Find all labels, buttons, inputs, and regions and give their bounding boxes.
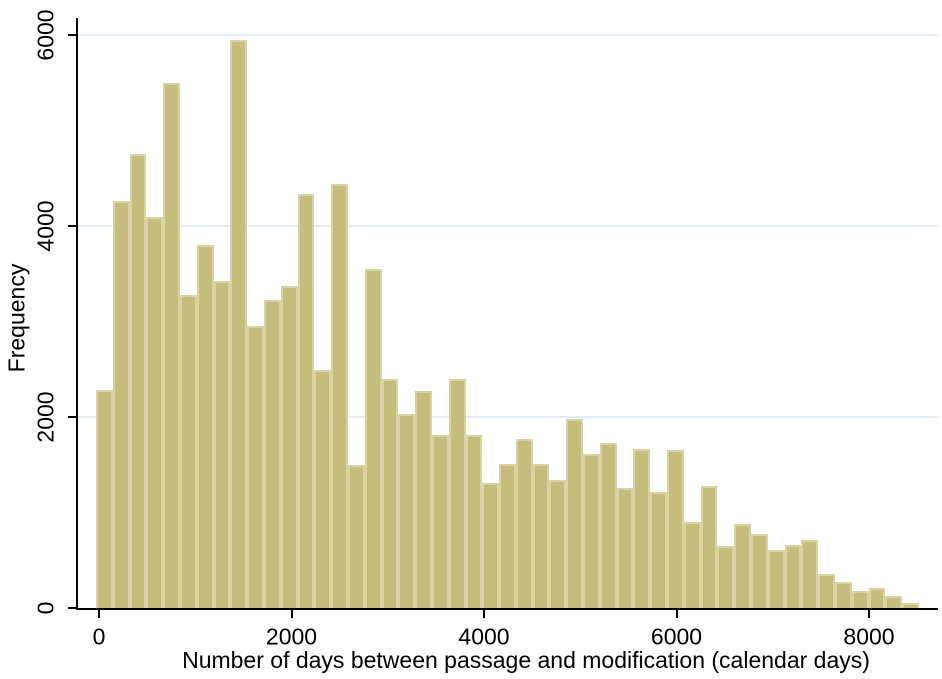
histogram-bar xyxy=(549,480,567,608)
histogram-bar xyxy=(179,294,197,608)
histogram-bar xyxy=(112,201,130,608)
y-axis-title: Frequency xyxy=(3,263,30,373)
histogram-bar xyxy=(146,217,164,608)
x-tick-label: 0 xyxy=(92,623,106,650)
x-tick xyxy=(868,610,870,618)
histogram-bar xyxy=(482,482,500,608)
y-tick xyxy=(68,416,76,418)
histogram-bar xyxy=(801,539,819,608)
y-axis-line xyxy=(76,18,78,610)
histogram-bar xyxy=(599,442,617,608)
histogram-bar xyxy=(835,582,852,608)
y-tick-label: 0 xyxy=(32,601,59,615)
histogram-bar xyxy=(902,602,919,608)
y-tick xyxy=(68,225,76,227)
y-tick-label: 4000 xyxy=(32,200,59,252)
histogram-bar xyxy=(314,370,332,608)
histogram-bar xyxy=(767,549,785,608)
histogram-bar xyxy=(381,378,399,608)
histogram-bar xyxy=(650,492,668,608)
histogram-bar xyxy=(96,390,113,608)
histogram-bar xyxy=(465,435,483,608)
histogram-bar xyxy=(331,183,348,608)
histogram-bar xyxy=(415,391,432,608)
histogram-bar xyxy=(213,281,231,608)
histogram-bar xyxy=(885,595,903,608)
histogram-bar xyxy=(398,414,416,608)
y-tick xyxy=(68,34,76,36)
y-gridline xyxy=(78,225,938,227)
histogram-bar xyxy=(583,454,600,608)
histogram-bar xyxy=(717,545,735,608)
histogram-bar xyxy=(784,544,802,608)
histogram-bar xyxy=(515,438,533,608)
histogram-bar xyxy=(230,40,248,608)
x-tick xyxy=(290,610,293,618)
histogram-bar xyxy=(499,463,516,608)
histogram-bar xyxy=(818,573,835,608)
histogram-bar xyxy=(667,450,684,608)
histogram-bar xyxy=(683,522,701,608)
histogram-bar xyxy=(297,193,315,608)
x-tick-label: 2000 xyxy=(265,623,318,650)
x-tick-label: 6000 xyxy=(650,623,703,650)
y-gridline xyxy=(78,416,938,418)
histogram-bar xyxy=(633,448,651,608)
histogram-bar xyxy=(734,523,752,608)
histogram-bar xyxy=(347,464,365,608)
histogram-bar xyxy=(616,487,634,608)
histogram-bar xyxy=(263,300,281,608)
histogram-bar xyxy=(280,286,298,608)
x-axis-title: Number of days between passage and modif… xyxy=(182,647,870,673)
histogram-bar xyxy=(163,82,180,608)
histogram-bar xyxy=(751,533,768,608)
histogram-bar xyxy=(129,154,147,608)
histogram-bar xyxy=(196,245,214,608)
x-tick-label: 8000 xyxy=(843,623,895,650)
histogram-bar xyxy=(448,378,466,608)
histogram-bar xyxy=(700,485,718,608)
x-tick-label: 4000 xyxy=(458,623,510,650)
histogram-bar xyxy=(431,435,449,608)
x-axis-line xyxy=(76,608,938,610)
y-tick-label: 6000 xyxy=(32,9,59,61)
y-gridline xyxy=(78,34,938,36)
x-tick xyxy=(483,610,485,618)
x-tick xyxy=(98,610,100,618)
histogram-bar xyxy=(566,418,584,608)
histogram-bar xyxy=(868,587,886,608)
x-tick xyxy=(675,610,678,618)
histogram-bar xyxy=(532,463,550,608)
y-tick-label: 2000 xyxy=(32,391,59,443)
histogram-bar xyxy=(364,268,382,608)
histogram-bar xyxy=(851,590,869,608)
histogram-bar xyxy=(247,326,264,608)
y-tick xyxy=(68,607,76,609)
